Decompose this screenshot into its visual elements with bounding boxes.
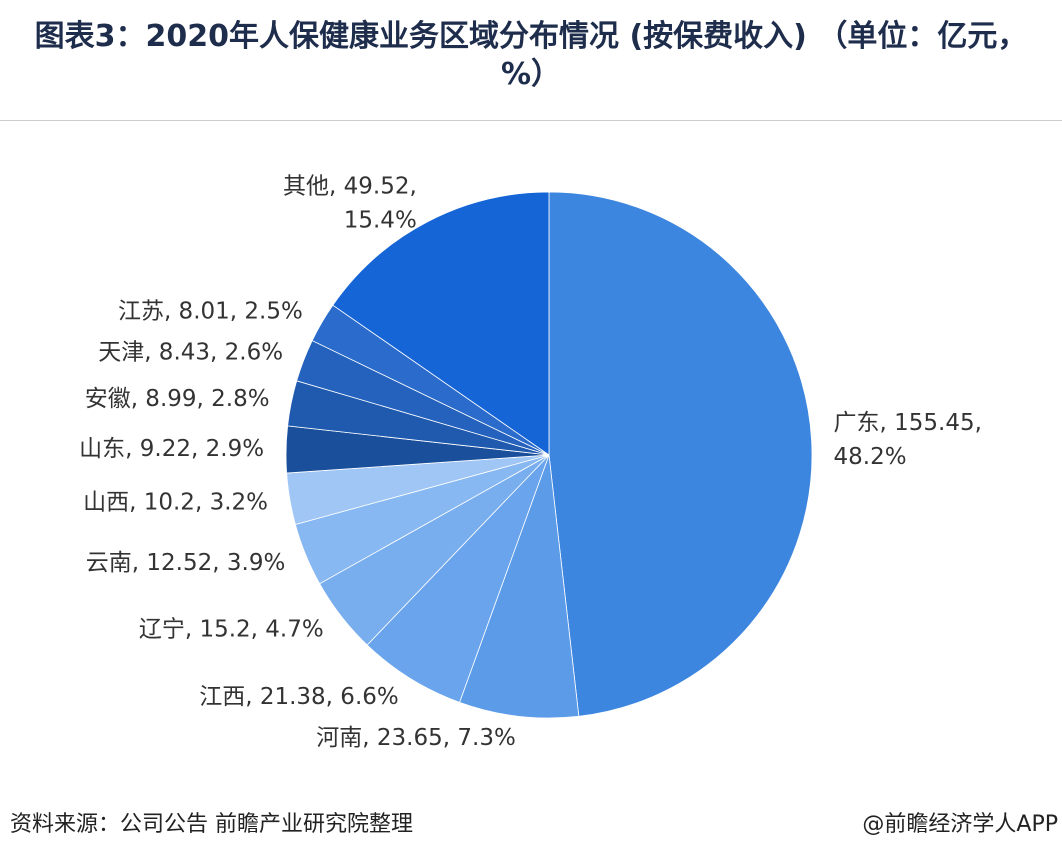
data-label: 江西, 21.38, 6.6% [199,684,399,710]
pie-slice [332,191,550,456]
data-label-line: 广东, 155.45, [834,409,982,435]
title-rule [0,120,1062,121]
pie-slice [459,454,580,719]
data-label: 辽宁, 15.2, 4.7% [139,616,324,642]
chart: 广东, 155.45, 48.2% 河南, 23.65, 7.3% 江西, 21.38… [79,173,982,751]
data-label: 其他, 49.52, 15.4% [283,173,417,233]
pie-slice [366,454,550,703]
data-label-line: 山西, 10.2, 3.2% [83,489,268,515]
data-label-line: 15.4% [344,207,417,233]
data-label: 山东, 9.22, 2.9% [79,435,264,461]
data-label: 山西, 10.2, 3.2% [83,489,268,515]
data-label: 广东, 155.45, 48.2% [834,409,982,469]
data-label-line: 山东, 9.22, 2.9% [79,435,264,461]
data-label-line: 云南, 12.52, 3.9% [86,550,286,576]
data-label: 河南, 23.65, 7.3% [316,725,516,751]
data-label-line: 天津, 8.43, 2.6% [98,339,283,365]
credit: @前瞻经济学人APP [862,812,1058,837]
data-label: 云南, 12.52, 3.9% [86,550,286,576]
data-label-line: 其他, 49.52, [283,173,417,199]
chart-title: 图表3：2020年人保健康业务区域分布情况 (按保费收入) （单位：亿元，%） [34,19,1028,92]
data-label-line: 安徽, 8.99, 2.8% [85,385,270,411]
data-label: 江苏, 8.01, 2.5% [118,298,303,324]
pie-slice [548,191,813,717]
source: 资料来源：公司公告 前瞻产业研究院整理 [10,812,413,837]
data-label-line: 江西, 21.38, 6.6% [199,684,399,710]
data-label-line: 河南, 23.65, 7.3% [316,725,516,751]
data-label-line: 江苏, 8.01, 2.5% [118,298,303,324]
data-label: 天津, 8.43, 2.6% [98,339,283,365]
data-label-line: 辽宁, 15.2, 4.7% [139,616,324,642]
data-label: 安徽, 8.99, 2.8% [85,385,270,411]
data-label-line: 48.2% [834,443,907,469]
